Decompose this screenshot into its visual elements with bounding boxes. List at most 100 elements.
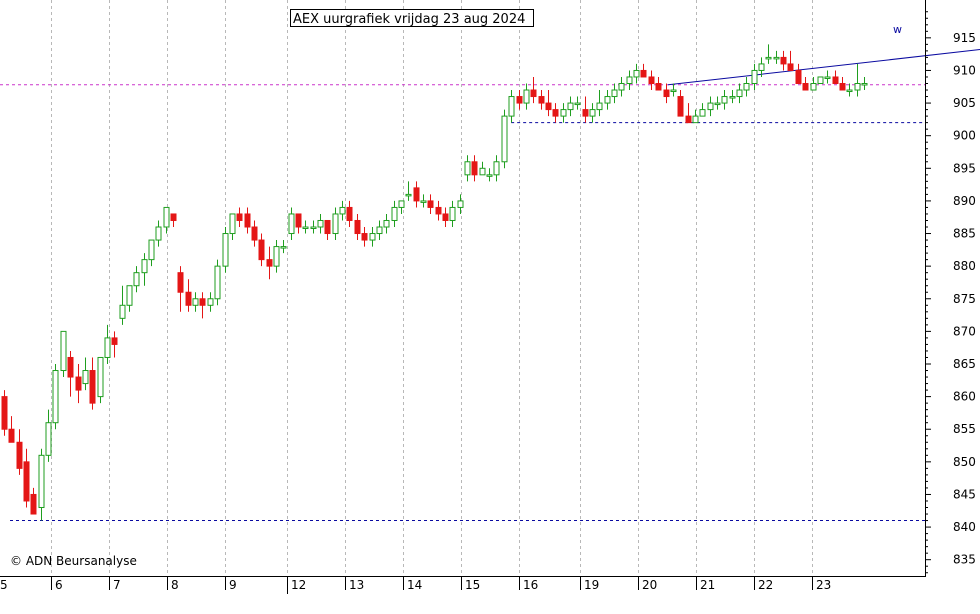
candle-body-down [640,69,647,78]
candle-body-up [332,213,339,235]
candle-body-down [802,82,809,91]
candle-body-down [185,291,192,306]
x-tick-label: 15 [465,578,480,592]
candle-body-up [508,96,515,117]
candle-body-up [596,102,603,111]
candle-body-up [52,370,59,424]
candle-body-up [82,370,89,385]
y-tick-label: 870 [953,324,976,338]
candle-body-up [288,213,295,235]
candle-body-up [229,213,236,235]
y-axis-ticks: 835 840 845 850 855 860 865 870 875 880 885 890 895 9… [925,11,976,574]
y-tick-label: 875 [953,292,976,306]
candle-body-up [273,246,280,267]
candle-body-up [302,226,309,230]
candle-body-up [765,56,772,60]
candle-body-down [361,233,368,241]
axes-layer [0,0,926,577]
candle-body-down [324,219,331,235]
candle-body-up [97,356,104,398]
candle-body-down [442,213,449,221]
candle-body-down [427,200,434,208]
y-tick-label: 855 [953,422,976,436]
trend-line [668,49,980,86]
candle-body-down [30,493,37,515]
candle-body-down [1,396,8,430]
candle-body-up [486,174,493,177]
candle-body-down [663,89,670,98]
candle-body-up [729,96,736,99]
candle-body-up [60,330,67,372]
grid-layer [51,0,813,576]
chart-title-box: AEX uurgrafiek vrijdag 23 aug 2024 [290,9,534,27]
candle-body-up [464,161,471,176]
candle-body-down [89,370,96,404]
candle-body-down [471,161,478,176]
candle-body-down [677,96,684,117]
y-tick-label: 915 [953,31,976,45]
candle-body-down [655,82,662,91]
x-tick-label: 5 [0,578,8,592]
candle-body-down [8,428,15,443]
candle-body-up [773,56,780,60]
candle-body-up [743,82,750,91]
candle-body-up [611,89,618,98]
candle-body-down [111,337,118,345]
candle-body-down [346,206,353,221]
candle-body-up [310,226,317,230]
x-tick-label: 7 [113,578,121,592]
candle-body-down [545,102,552,111]
y-tick-label: 845 [953,487,976,501]
candle-body-up [817,76,824,84]
x-tick-label: 19 [584,578,599,592]
candle-body-up [560,109,567,117]
candle-body-up [133,272,140,287]
candle-body-up [810,82,817,91]
candle-body-down [199,298,206,306]
y-tick-label: 865 [953,357,976,371]
x-axis-ticks: 5 6 7 8 9 12 13 14 15 16 19 20 21 22 23 [0,576,831,594]
reference-lines [0,49,980,522]
x-tick-label: 21 [700,578,715,592]
trendline-label: w [893,23,902,36]
x-tick-label: 13 [349,578,364,592]
candle-body-down [795,69,802,84]
candle-body-down [648,76,655,84]
candle-body-up [214,265,221,300]
candle-body-down [413,187,420,202]
candle-body-up [736,89,743,98]
candle-body-up [501,115,508,163]
candle-body-down [16,441,23,469]
candle-body-down [516,96,523,104]
candle-body-up [721,96,728,104]
candle-body-up [824,76,831,79]
candle-body-up [626,76,633,84]
candle-body-up [567,102,574,111]
candle-body-down [251,226,258,241]
candle-body-up [479,167,486,176]
candle-body-up [633,69,640,78]
candle-body-up [280,246,287,249]
candle-body-up [692,115,699,124]
candle-body-up [141,259,148,274]
candle-body-up [163,206,170,228]
x-tick-label: 6 [55,578,63,592]
copyright-label: © ADN Beursanalyse [10,554,137,568]
candles-layer [1,44,868,521]
y-tick-label: 900 [953,129,976,143]
candle-body-up [854,82,861,91]
candle-body-up [119,304,126,319]
candle-body-up [38,454,45,509]
x-tick-label: 9 [229,578,237,592]
candle-body-down [354,219,361,235]
y-tick-label: 860 [953,390,976,404]
candle-body-up [339,206,346,215]
candle-body-up [317,219,324,228]
candle-body-up [449,206,456,221]
candle-body-down [23,461,30,502]
y-tick-label: 895 [953,161,976,175]
candle-body-up [618,82,625,91]
candle-body-up [457,200,464,208]
